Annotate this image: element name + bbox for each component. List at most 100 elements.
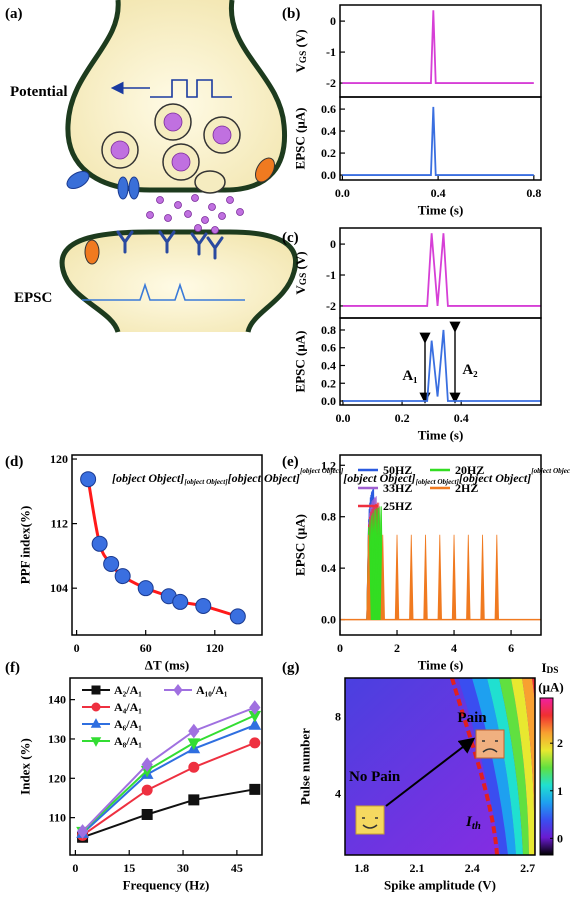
x-tick-label: 0 bbox=[74, 641, 80, 655]
y-axis-label: Pulse number bbox=[298, 728, 313, 805]
x-axis-label: Time (s) bbox=[418, 428, 464, 443]
equation: [object Object][object Object][object Ob… bbox=[112, 467, 570, 486]
y-axis-label: EPSC (μA) bbox=[293, 331, 308, 393]
data-line bbox=[81, 714, 256, 833]
y-tick-label: 110 bbox=[49, 811, 66, 825]
x-tick-label: 30 bbox=[177, 861, 189, 875]
marker bbox=[188, 794, 200, 806]
x-tick-label: 0.0 bbox=[335, 186, 350, 200]
colorbar-tick-label: 0 bbox=[557, 831, 563, 845]
x-axis-label: Frequency (Hz) bbox=[123, 878, 210, 893]
y-tick-label: 130 bbox=[48, 732, 66, 746]
marker bbox=[90, 718, 102, 728]
y-tick-label: 4 bbox=[335, 786, 341, 800]
y-axis-label: Index (%) bbox=[18, 738, 33, 795]
spike bbox=[480, 534, 485, 620]
legend-label: 33HZ bbox=[383, 481, 412, 495]
panel-label: (g) bbox=[282, 660, 300, 676]
marker bbox=[91, 702, 101, 712]
spike bbox=[380, 534, 385, 620]
data-point bbox=[114, 568, 131, 585]
equation-part: [object Object] bbox=[228, 471, 300, 485]
y-tick-label: 0.4 bbox=[321, 561, 336, 575]
data-line bbox=[81, 724, 256, 835]
marker bbox=[141, 808, 153, 820]
threshold-label-part: I bbox=[465, 814, 473, 830]
panel-label: (e) bbox=[282, 454, 299, 470]
data-point bbox=[229, 608, 246, 625]
legend-label: A₈/A₁ bbox=[114, 734, 142, 748]
legend-label: 25HZ bbox=[383, 499, 412, 513]
colorbar-label: IDS bbox=[541, 660, 558, 677]
x-axis-label: Spike amplitude (V) bbox=[384, 878, 496, 893]
arrow bbox=[385, 737, 476, 807]
marker bbox=[141, 784, 153, 796]
contour-band bbox=[499, 678, 529, 855]
colorbar-unit: (μA) bbox=[538, 680, 563, 695]
data-line bbox=[342, 106, 534, 176]
panel-label: (f) bbox=[5, 660, 20, 676]
x-tick-label: 4 bbox=[451, 641, 457, 655]
data-line bbox=[342, 329, 541, 402]
equation-part: [object Object] bbox=[531, 467, 570, 475]
y-axis-label-part: GS bbox=[299, 273, 309, 285]
y-tick-label: 1.2 bbox=[321, 458, 336, 472]
x-tick-label: 15 bbox=[123, 861, 135, 875]
data-line bbox=[81, 741, 256, 837]
spike bbox=[437, 534, 442, 620]
x-tick-label: 1.8 bbox=[354, 861, 369, 875]
data-line bbox=[82, 788, 255, 839]
y-tick-label: 112 bbox=[51, 517, 68, 531]
no-pain-face bbox=[355, 805, 385, 835]
spike bbox=[394, 534, 400, 620]
face-smile bbox=[362, 817, 378, 829]
x-tick-label: 0.8 bbox=[526, 186, 541, 200]
panel-label: (a) bbox=[5, 6, 23, 22]
data-point bbox=[103, 555, 120, 572]
data-line bbox=[342, 233, 541, 307]
plot-frame bbox=[339, 96, 542, 181]
data-point bbox=[91, 535, 108, 552]
colorbar-tick-label: 2 bbox=[557, 736, 563, 750]
epsc-label: EPSC bbox=[14, 290, 52, 306]
panel-label: (d) bbox=[5, 454, 23, 470]
marker bbox=[90, 737, 102, 747]
y-tick-label: 104 bbox=[50, 581, 68, 595]
y-tick-label: 0 bbox=[330, 237, 336, 251]
y-tick-label: 0.4 bbox=[321, 124, 336, 138]
spike bbox=[466, 534, 471, 620]
x-tick-label: 0.2 bbox=[395, 411, 410, 425]
face-sad bbox=[482, 740, 498, 753]
equation-part: [object Object] bbox=[184, 478, 228, 486]
colorbar-label-part: I bbox=[541, 660, 546, 675]
marker bbox=[173, 683, 183, 697]
colorbar bbox=[539, 697, 554, 856]
plot-frame bbox=[344, 677, 536, 856]
threshold-curve bbox=[450, 678, 499, 855]
annotation: No Pain bbox=[349, 769, 401, 785]
y-tick-label: 0.8 bbox=[321, 510, 336, 524]
y-tick-label: 0.4 bbox=[321, 358, 336, 372]
equation-part: [object Object] bbox=[416, 478, 460, 486]
marker bbox=[249, 737, 261, 749]
x-tick-label: 0 bbox=[337, 641, 343, 655]
marker bbox=[248, 718, 262, 730]
plot-frame bbox=[71, 454, 263, 636]
potential-label: Potential bbox=[10, 84, 68, 100]
x-tick-label: 2.4 bbox=[465, 861, 480, 875]
legend-label: 2HZ bbox=[455, 481, 478, 495]
data-line bbox=[342, 10, 534, 84]
y-tick-label: 120 bbox=[50, 452, 68, 466]
panel-label: (b) bbox=[282, 6, 300, 22]
annotation: A₁ bbox=[402, 368, 417, 384]
y-tick-label: 0.0 bbox=[321, 613, 336, 627]
legend-label: A₁₀/A₁ bbox=[196, 683, 228, 697]
data-point bbox=[195, 597, 212, 614]
x-tick-label: 2 bbox=[394, 641, 400, 655]
y-axis-label-part: V bbox=[293, 285, 308, 295]
y-axis-label: PPF index(%) bbox=[18, 506, 33, 585]
data-line bbox=[81, 706, 256, 833]
x-tick-label: 45 bbox=[231, 861, 243, 875]
x-tick-label: 2.1 bbox=[409, 861, 424, 875]
